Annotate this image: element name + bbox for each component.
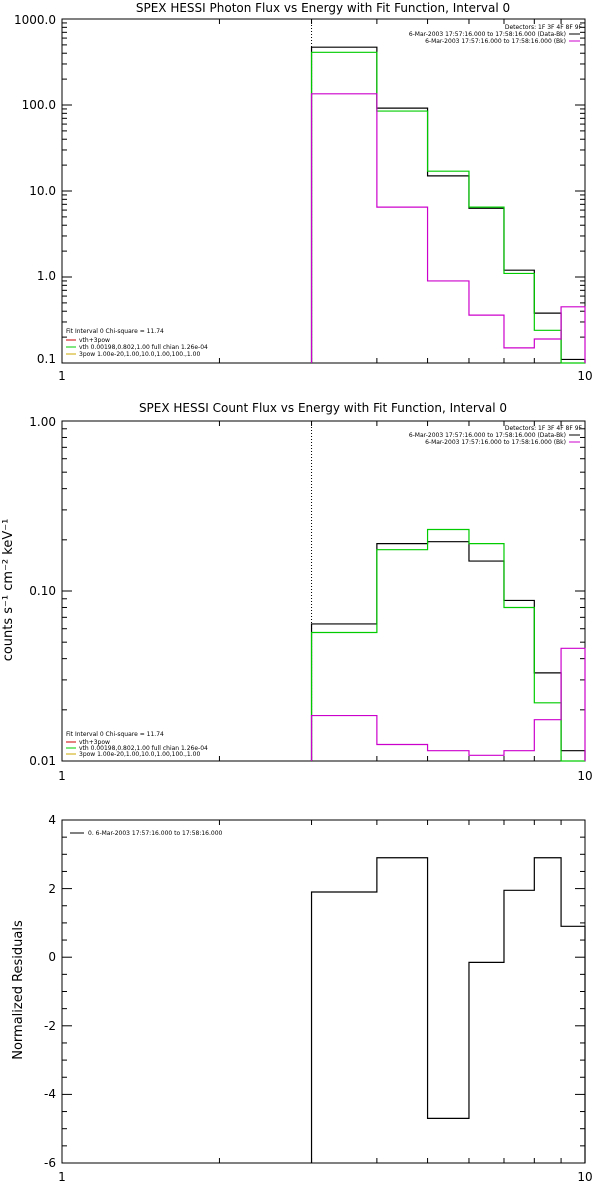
photon-series-bk-line <box>310 93 586 363</box>
photon-flux-plot-frame <box>61 18 586 364</box>
residuals-y-tick-label-minus2: -2 <box>44 1019 56 1033</box>
residuals-y-axis-label: Normalized Residuals <box>11 920 26 1060</box>
count-info-detectors: Detectors: 1F 3F 4F 8F 9F <box>505 425 583 432</box>
residuals-legend-label: 0. 6-Mar-2003 17:57:16.000 to 17:58:16.0… <box>88 830 223 837</box>
count-series-data-bk-line <box>310 541 586 761</box>
photon-y-tick-label-100: 100.0 <box>22 98 56 112</box>
photon-x-tick-label-10: 10 <box>577 369 592 383</box>
residuals-y-tick-label-minus6: -6 <box>44 1156 56 1170</box>
photon-y-tick-label-0.1: 0.1 <box>37 352 56 366</box>
residuals-y-tick-label-4: 4 <box>48 813 56 827</box>
photon-y-tick-label-1: 1.0 <box>37 269 56 283</box>
photon-info-data-interval: 6-Mar-2003 17:57:16.000 to 17:58:16.000 … <box>409 31 566 38</box>
count-y-tick-label-0.10: 0.10 <box>29 584 56 598</box>
count-flux-panel: SPEX HESSI Count Flux vs Energy with Fit… <box>1 401 593 783</box>
residuals-series-residual-line <box>310 857 586 1163</box>
count-y-tick-label-0.01: 0.01 <box>29 754 56 768</box>
photon-fit-total-label: vth+3pow <box>79 337 110 344</box>
residuals-plot-frame <box>61 819 586 1164</box>
residuals-x-tick-label-10: 10 <box>577 1170 592 1184</box>
count-fit-chi-square: Fit Interval 0 Chi-square = 11.74 <box>66 731 164 738</box>
count-flux-plot-frame <box>61 420 586 762</box>
count-fit-vth-label: vth 0.00198,0.802,1.00 full chian 1.26e-… <box>79 745 208 752</box>
count-series-vth-3pow-line <box>310 528 585 762</box>
residuals-y-tick-label-minus4: -4 <box>44 1087 56 1101</box>
count-fit-total-label: vth+3pow <box>79 739 110 746</box>
count-info-bk-interval: 6-Mar-2003 17:57:16.000 to 17:58:16.000 … <box>425 439 566 446</box>
photon-fit-vth-label: vth 0.00198,0.802,1.00 full chian 1.26e-… <box>79 344 208 351</box>
count-x-tick-label-1: 1 <box>58 769 66 783</box>
photon-fit-3pow-label: 3pow 1.00e-20,1.00,10.0,1.00,100.,1.00 <box>79 351 200 358</box>
count-fit-3pow-label: 3pow 1.00e-20,1.00,10.0,1.00,100.,1.00 <box>79 751 200 758</box>
residuals-x-tick-label-1: 1 <box>58 1170 66 1184</box>
count-x-tick-label-10: 10 <box>577 769 592 783</box>
photon-flux-panel: SPEX HESSI Photon Flux vs Energy with Fi… <box>14 1 593 383</box>
residuals-y-tick-label-0: 0 <box>48 950 56 964</box>
photon-info-detectors: Detectors: 1F 3F 4F 8F 9F <box>505 24 583 31</box>
count-y-tick-label-1.00: 1.00 <box>29 415 56 429</box>
photon-y-tick-label-10: 10.0 <box>29 184 56 198</box>
count-flux-y-axis-label: counts s⁻¹ cm⁻² keV⁻¹ <box>1 519 16 662</box>
photon-x-tick-label-1: 1 <box>58 369 66 383</box>
photon-y-tick-label-1000: 1000.0 <box>14 13 56 27</box>
photon-flux-title: SPEX HESSI Photon Flux vs Energy with Fi… <box>136 1 510 15</box>
photon-info-bk-interval: 6-Mar-2003 17:57:16.000 to 17:58:16.000 … <box>425 38 566 45</box>
count-flux-title: SPEX HESSI Count Flux vs Energy with Fit… <box>139 401 507 415</box>
photon-fit-chi-square: Fit Interval 0 Chi-square = 11.74 <box>66 328 164 335</box>
photon-series-vth-3pow-line <box>310 51 585 364</box>
residuals-y-tick-label-2: 2 <box>48 882 56 896</box>
photon-series-data-bk-line <box>310 46 586 363</box>
residuals-panel: Normalized Residuals 1 10 -6 -4 -2 0 2 4… <box>11 813 593 1184</box>
count-info-data-interval: 6-Mar-2003 17:57:16.000 to 17:58:16.000 … <box>409 432 566 439</box>
count-series-bk-line <box>310 647 586 761</box>
